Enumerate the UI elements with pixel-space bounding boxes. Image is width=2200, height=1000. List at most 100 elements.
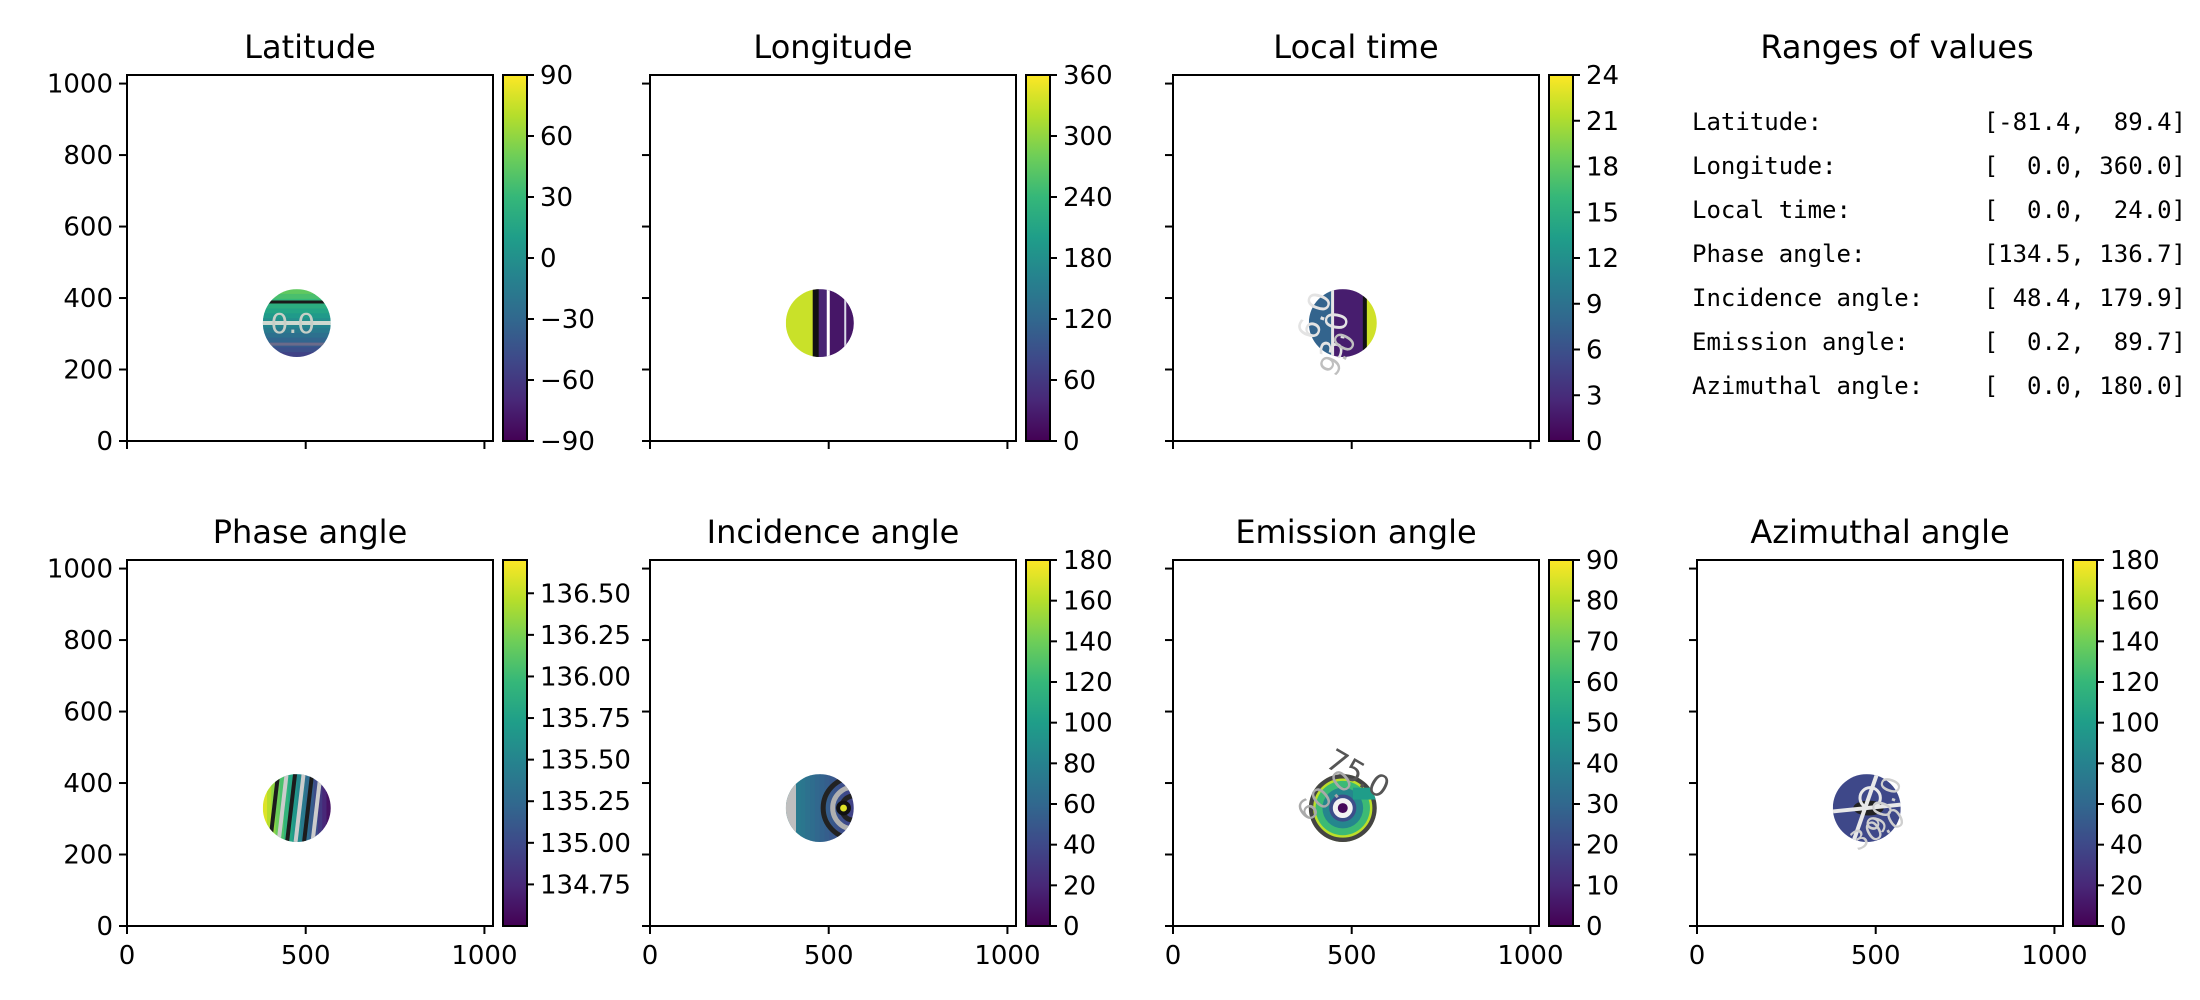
- range-value: [ 48.4, 179.9]: [1984, 284, 2186, 312]
- colorbar-tick-label: 70: [1586, 627, 1619, 657]
- contour-line: [293, 774, 306, 843]
- colorbar-tick-label: 120: [1063, 305, 1113, 335]
- disk-region: [828, 289, 854, 358]
- colorbar-tick-label: 180: [1063, 244, 1113, 274]
- colorbar-tick-label: 30: [1586, 790, 1619, 820]
- colorbar-tick-label: 90: [1586, 546, 1619, 576]
- colorbar-tick-label: 60: [1063, 366, 1096, 396]
- range-label: Longitude:: [1692, 152, 1837, 180]
- colorbar: 180 160 140 120 100 80 60 40 20 0: [1025, 546, 1113, 942]
- colorbar-tick-label: 100: [1063, 709, 1113, 739]
- colorbar-tick-label: 24: [1586, 61, 1619, 91]
- colorbar-tick-label: 9: [1586, 290, 1603, 320]
- colorbar-tick-label: 15: [1586, 198, 1619, 228]
- colorbar: 180 160 140 120 100 80 60 40 20 0: [2072, 546, 2160, 942]
- contour-label: 3.0: [1314, 309, 1357, 362]
- y-tick-label: 0: [96, 912, 113, 942]
- disk-band: [810, 774, 816, 843]
- colorbar-tick-label: 0: [1586, 912, 1603, 942]
- y-tick-label: 800: [63, 141, 113, 171]
- x-tick-label: 0: [642, 941, 659, 971]
- x-tick-label: 1000: [1497, 941, 1563, 971]
- colorbar-tick-label: 40: [2110, 831, 2143, 861]
- colorbar-gradient: [2072, 559, 2098, 927]
- x-tick-label: 1000: [2021, 941, 2087, 971]
- colorbar-tick-label: 50: [1586, 709, 1619, 739]
- disk-band: [284, 774, 289, 843]
- colorbar-tick-label: 60: [540, 122, 573, 152]
- disk-band: [814, 774, 821, 843]
- disk-band: [262, 308, 331, 314]
- x-tick-label: 1000: [974, 941, 1040, 971]
- ranges-panel: Ranges of values Latitude: [-81.4, 89.4] Lo…: [1692, 28, 2186, 400]
- contour-line: [302, 774, 315, 843]
- disk-region: [1352, 787, 1377, 800]
- planet-disk: [785, 774, 854, 843]
- contour-line: [1858, 786, 1882, 810]
- disk-band: [262, 332, 331, 339]
- colorbar-tick-label: 60: [2110, 790, 2143, 820]
- range-value: [ 0.0, 360.0]: [1984, 152, 2186, 180]
- x-tick-label: 1000: [451, 941, 517, 971]
- y-tick-label: 200: [63, 356, 113, 386]
- colorbar: 90 60 30 0 −30 −60 −90: [502, 61, 595, 457]
- colorbar-tick-label: 10: [1586, 871, 1619, 901]
- colorbar-tick-label: 60: [1063, 790, 1096, 820]
- panel-title: Longitude: [753, 28, 912, 66]
- colorbar-tick-label: 0: [1063, 912, 1080, 942]
- y-tick-label: 800: [63, 626, 113, 656]
- x-tick-label: 500: [281, 941, 331, 971]
- colorbar-tick-label: 20: [2110, 871, 2143, 901]
- contour-line: [276, 774, 289, 843]
- colorbar-gradient: [502, 74, 528, 442]
- disk-band: [275, 774, 281, 843]
- ranges-title: Ranges of values: [1760, 28, 2033, 66]
- panel-title: Phase angle: [213, 513, 408, 551]
- colorbar-tick-label: 136.00: [540, 662, 631, 692]
- planet-disk: [262, 289, 331, 358]
- colorbar-tick-label: 300: [1063, 122, 1113, 152]
- disk-band: [267, 774, 272, 843]
- contour-line: [285, 774, 298, 843]
- colorbar-tick-label: 120: [1063, 668, 1113, 698]
- y-tick-label: 1000: [47, 70, 113, 100]
- range-value: [ 0.0, 180.0]: [1984, 372, 2186, 400]
- colorbar-gradient: [502, 559, 528, 927]
- axes-frame: [649, 559, 1017, 927]
- x-tick-label: 500: [1851, 941, 1901, 971]
- colorbar-tick-label: 12: [1586, 244, 1619, 274]
- colorbar-tick-label: 180: [1063, 546, 1113, 576]
- colorbar-tick-label: 90: [540, 61, 573, 91]
- colorbar: 24 21 18 15 12 9 6 3 0: [1548, 61, 1619, 457]
- x-tick-label: 0: [1165, 941, 1182, 971]
- colorbar-gradient: [1025, 74, 1051, 442]
- colorbar-tick-label: 0: [540, 244, 557, 274]
- disk-band: [262, 327, 331, 334]
- axes-frame: [1172, 74, 1540, 442]
- planet-disk: [1308, 774, 1377, 843]
- y-tick-label: 400: [63, 769, 113, 799]
- x-tick-label: 0: [119, 941, 136, 971]
- planet-disk: [1832, 774, 1901, 843]
- contour-label: 0.0: [271, 307, 316, 340]
- disk-band: [800, 774, 806, 843]
- colorbar-tick-label: 40: [1586, 749, 1619, 779]
- disk-region: [785, 289, 817, 358]
- panel-title: Latitude: [244, 28, 376, 66]
- panel-incidence-angle: Incidence angle 0 500 1000 180 160 140 120 100 80…: [642, 513, 1113, 971]
- colorbar-tick-label: 135.25: [540, 787, 631, 817]
- panel-title: Incidence angle: [707, 513, 960, 551]
- axes-frame: [126, 74, 494, 442]
- colorbar-tick-label: 135.00: [540, 829, 631, 859]
- range-label: Phase angle:: [1692, 240, 1865, 268]
- colorbar-tick-label: −60: [540, 366, 595, 396]
- colorbar-tick-label: 180: [2110, 546, 2160, 576]
- contour-line: [836, 800, 851, 816]
- planet-disk: [1308, 289, 1377, 358]
- colorbar-tick-label: 160: [2110, 587, 2160, 617]
- colorbar-tick-label: 60: [1586, 668, 1619, 698]
- colorbar-tick-label: 160: [1063, 587, 1113, 617]
- x-tick-label: 500: [1327, 941, 1377, 971]
